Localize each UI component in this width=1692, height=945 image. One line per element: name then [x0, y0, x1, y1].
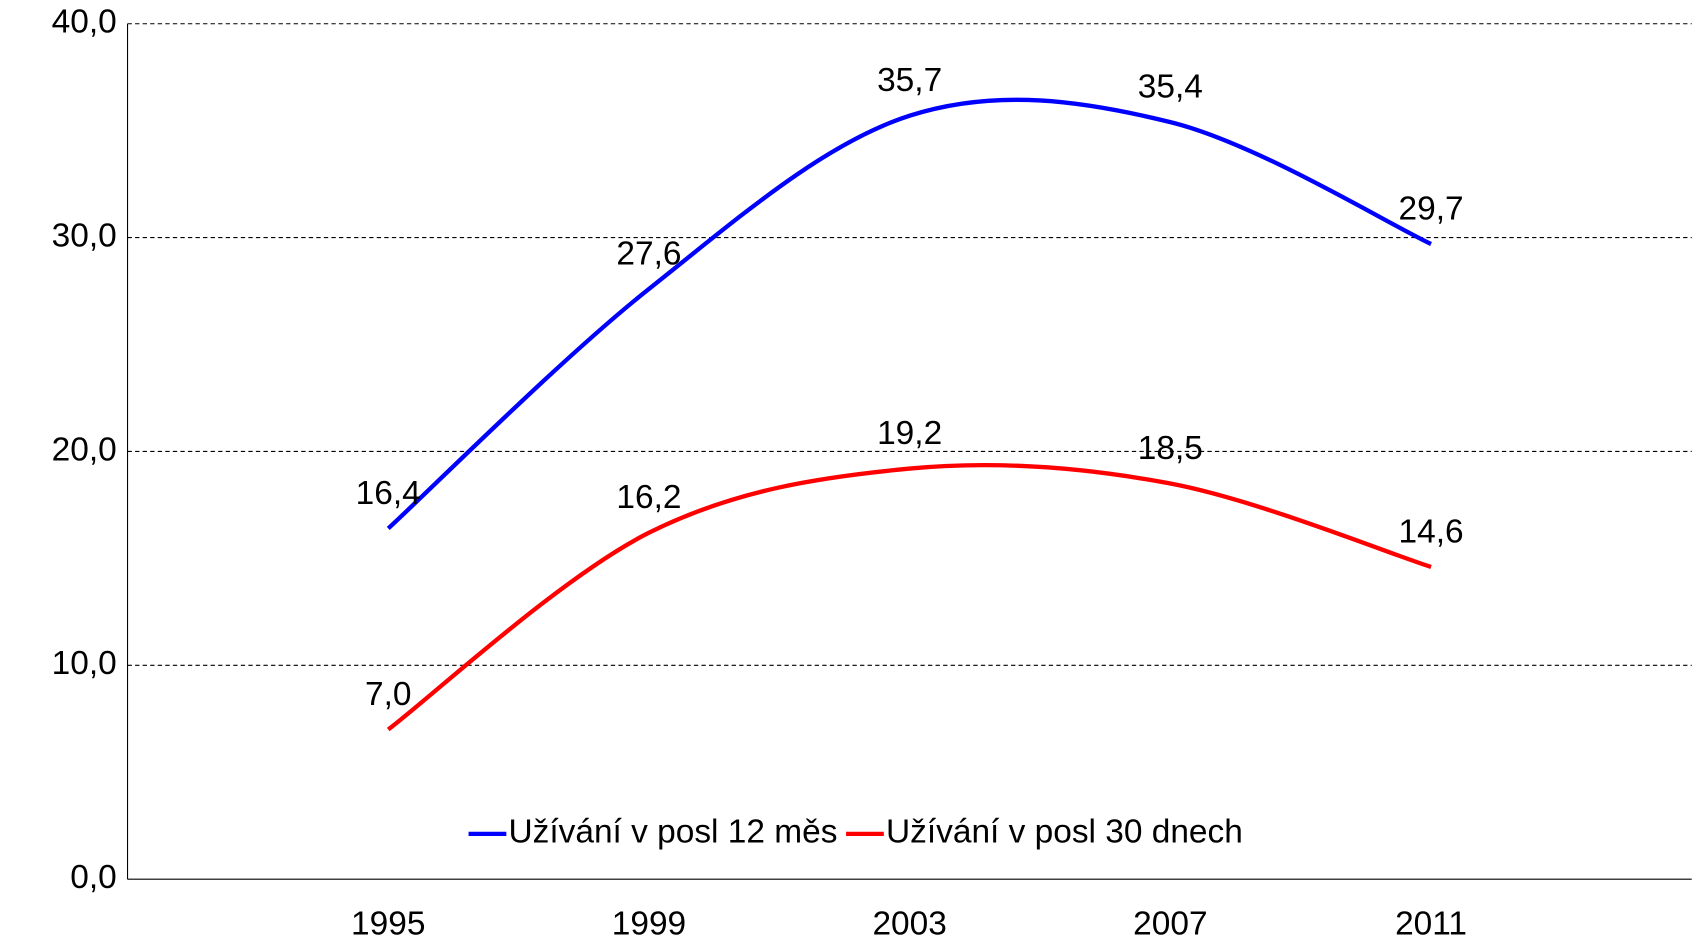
data-label: 7,0 [365, 676, 411, 713]
data-label: 29,7 [1399, 190, 1464, 227]
data-label: 35,7 [877, 62, 942, 99]
legend-label: Užívání v posl 30 dnech [886, 814, 1243, 851]
data-label: 18,5 [1138, 430, 1203, 467]
data-label: 16,4 [356, 475, 421, 512]
series-line [386, 462, 1432, 732]
data-label: 27,6 [616, 235, 681, 272]
x-tick-label: 1995 [351, 905, 425, 942]
data-label: 14,6 [1399, 513, 1464, 550]
data-label: 19,2 [877, 415, 942, 452]
y-tick-label: 10,0 [52, 645, 117, 682]
legend-label: Užívání v posl 12 měs [508, 814, 837, 851]
y-tick-label: 30,0 [52, 217, 117, 254]
y-tick-label: 0,0 [70, 859, 116, 896]
y-tick-label: 40,0 [52, 4, 117, 41]
y-tick-label: 20,0 [52, 431, 117, 468]
x-tick-label: 1999 [612, 905, 686, 942]
x-tick-label: 2011 [1395, 905, 1467, 942]
x-tick-label: 2003 [872, 905, 946, 942]
series-line [386, 97, 1432, 531]
data-label: 35,4 [1138, 68, 1203, 105]
x-tick-label: 2007 [1133, 905, 1207, 942]
data-label: 16,2 [616, 479, 681, 516]
legend: Užívání v posl 12 měs Užívání v posl 30 d… [468, 814, 1243, 851]
